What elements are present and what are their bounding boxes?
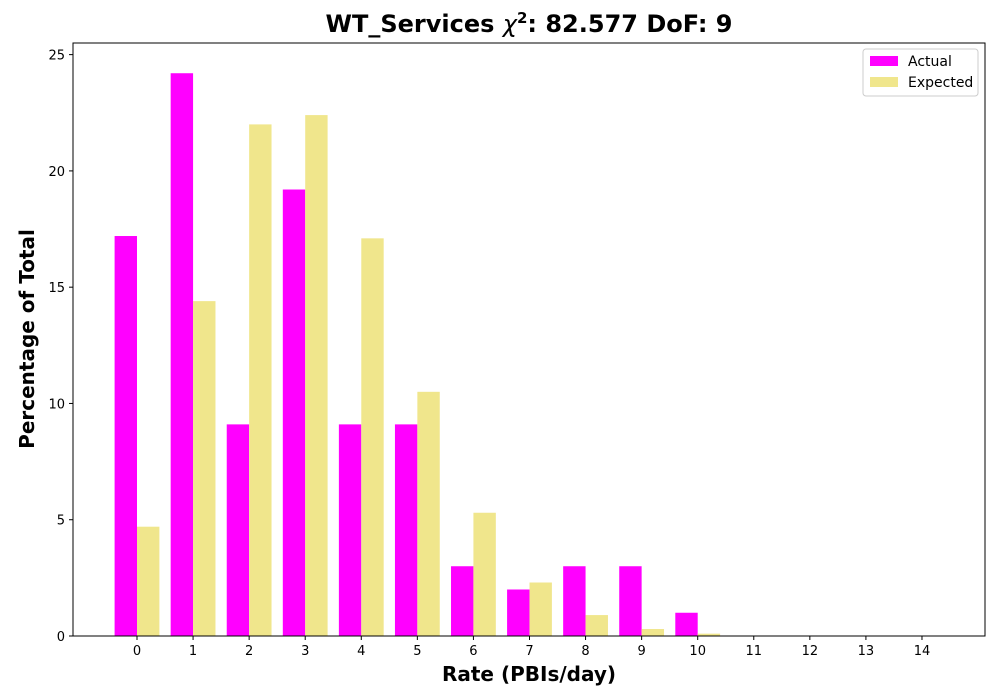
bar-actual-10: [675, 612, 698, 636]
legend: Actual Expected: [862, 48, 979, 97]
legend-swatch-actual: [870, 56, 898, 66]
bar-actual-7: [507, 589, 530, 636]
bar-expected-0: [137, 526, 160, 636]
x-tick-label: 12: [802, 644, 819, 659]
x-tick-label: 6: [469, 644, 477, 659]
x-axis: 0 1 2 3 4 5 6 7 8 9 10 11 12 13 14: [133, 636, 930, 659]
y-tick-label: 15: [48, 281, 65, 296]
x-tick-label: 10: [689, 644, 706, 659]
y-axis-title: Percentage of Total: [15, 229, 39, 449]
legend-label-actual: Actual: [908, 54, 952, 70]
legend-label-expected: Expected: [908, 75, 973, 91]
y-tick-label: 10: [48, 397, 65, 412]
bar-expected-5: [417, 391, 440, 636]
bar-actual-6: [451, 566, 474, 636]
bar-actual-5: [394, 424, 418, 636]
chart-title: WT_Services χ2: 82.577 DoF: 9: [326, 9, 733, 38]
y-tick-label: 5: [57, 514, 65, 529]
y-tick-label: 25: [48, 49, 65, 64]
x-tick-label: 3: [301, 644, 309, 659]
bar-expected-4: [361, 238, 384, 636]
x-tick-label: 11: [745, 644, 762, 659]
x-tick-label: 9: [637, 644, 645, 659]
bar-actual-0: [114, 236, 137, 636]
x-tick-label: 13: [858, 644, 875, 659]
bar-expected-6: [473, 512, 496, 636]
plot-frame: [72, 42, 986, 637]
bar-expected-3: [305, 115, 328, 637]
bar-actual-3: [282, 189, 306, 636]
bar-expected-10: [697, 633, 721, 636]
bar-expected-9: [641, 629, 665, 636]
bar-expected-8: [585, 615, 608, 636]
x-tick-label: 5: [413, 644, 421, 659]
x-tick-label: 0: [133, 644, 141, 659]
bar-expected-2: [249, 124, 272, 636]
bar-actual-1: [170, 73, 194, 637]
x-axis-title: Rate (PBIs/day): [442, 662, 616, 686]
bar-actual-9: [619, 566, 642, 636]
x-tick-label: 4: [357, 644, 365, 659]
x-tick-label: 2: [245, 644, 253, 659]
bar-actual-2: [226, 424, 250, 636]
y-axis: 0 5 10 15 20 25: [48, 49, 73, 645]
bar-actual-8: [563, 566, 586, 636]
y-tick-label: 20: [48, 165, 65, 180]
legend-swatch-expected: [870, 77, 898, 87]
bar-expected-7: [529, 582, 552, 636]
plot-area: [114, 73, 777, 637]
y-tick-label: 0: [57, 630, 65, 645]
x-tick-label: 1: [189, 644, 197, 659]
x-tick-label: 7: [525, 644, 533, 659]
bar-actual-4: [338, 424, 362, 636]
x-tick-label: 14: [914, 644, 931, 659]
x-tick-label: 8: [581, 644, 589, 659]
bar-expected-1: [193, 301, 216, 636]
